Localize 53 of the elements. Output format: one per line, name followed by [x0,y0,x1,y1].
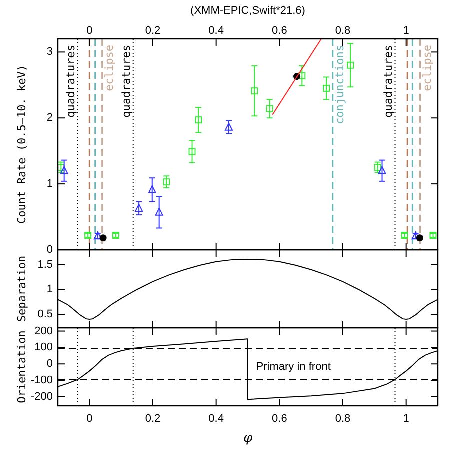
point [416,234,424,242]
y-tick-label: 2 [46,112,53,124]
y-tick-label: -100 [30,374,53,387]
ref-line-label: eclipse [420,45,434,92]
x-tick-label: 1 [403,413,410,425]
point [347,62,354,69]
point [225,122,233,131]
ref-line-label: quadratures [382,45,395,118]
point [100,234,107,242]
point [378,166,386,174]
point [251,88,258,95]
point [135,204,144,212]
chart-title: (XMM-EPIC,Swift*21.6) [190,5,306,17]
x-tick-label: 0.8 [335,413,351,425]
x-tick-label: 0.4 [208,413,224,425]
x-axis-title: φ [243,431,254,446]
y-tick-label: 1.5 [38,258,53,271]
y-tick-label: 0.5 [38,308,53,321]
point [195,116,202,124]
point [298,72,306,80]
y-tick-label: 3 [46,46,53,58]
y-tick-label: 1 [46,284,53,296]
x-tick-label: 0 [86,413,93,425]
x2-tick-label: 0.2 [145,25,161,37]
x2-tick-label: 1 [403,25,410,37]
point [163,178,170,186]
point [148,185,156,194]
y-axis-title: Count Rate (0.5–10. keV) [16,65,28,224]
y-axis-title: Orientation [16,330,28,404]
x2-tick-label: 0.6 [272,25,288,37]
y-tick-label: -200 [30,390,53,403]
annotation: Primary in front [256,361,331,373]
point [155,208,164,216]
point [58,164,65,172]
y-tick-label: 0 [46,244,53,256]
y-tick-label: 100 [34,342,53,354]
y-tick-label: 1 [46,178,53,190]
point [374,164,382,172]
point [188,148,196,156]
ref-line-label: eclipse [102,45,116,92]
x-tick-label: 0.2 [145,413,161,425]
ref-line-label: conjunctions [333,45,346,124]
y-axis-title: Separation [16,256,28,322]
point [266,105,274,112]
ref-line-label: quadratures [120,45,133,118]
x2-tick-label: 0.4 [208,25,224,37]
y-tick-label: 0 [46,358,53,370]
ref-line-label: quadratures [64,45,78,118]
x-tick-label: 0.6 [272,413,288,425]
x2-tick-label: 0 [86,25,93,37]
point [323,84,330,92]
y-tick-label: 200 [34,325,53,338]
x2-tick-label: 0.8 [335,25,351,37]
